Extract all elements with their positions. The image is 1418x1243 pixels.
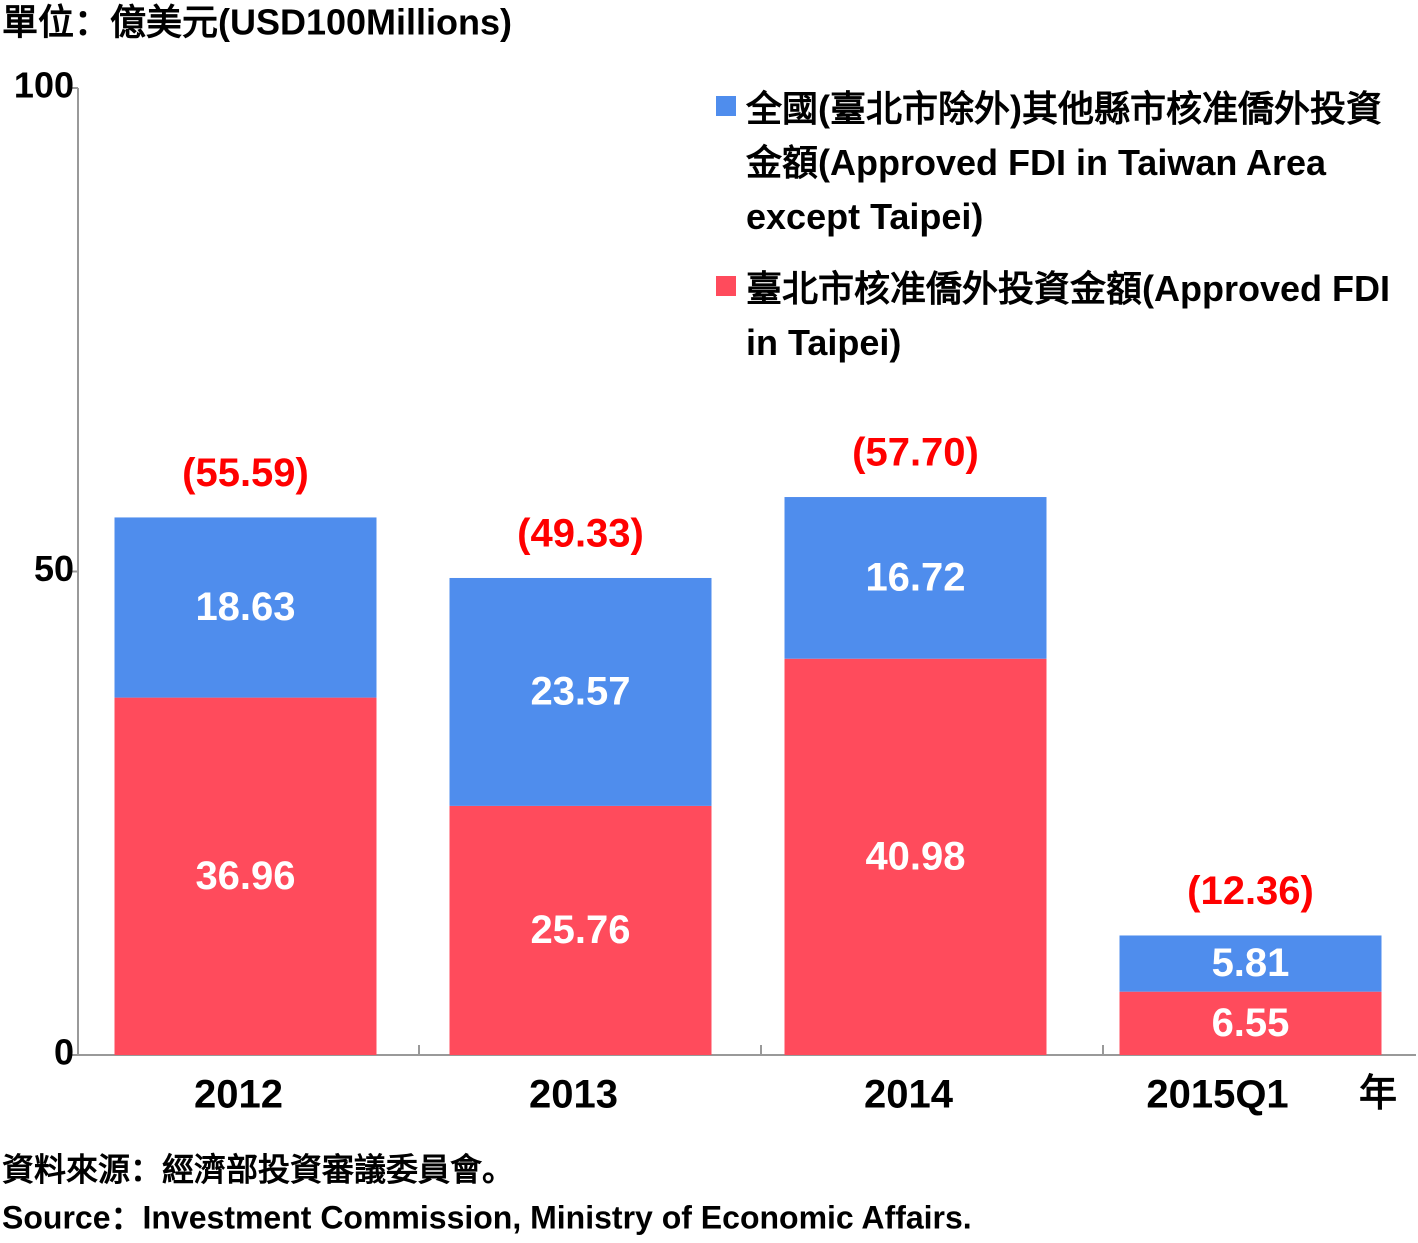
data-label: 40.98	[865, 834, 965, 878]
total-label: (57.70)	[852, 431, 979, 475]
total-label: (55.59)	[182, 451, 309, 495]
bar-segment	[114, 517, 377, 698]
data-label: 6.55	[1212, 1001, 1290, 1045]
bar-segment	[1119, 991, 1382, 1055]
legend-label: 全國(臺北市除外)其他縣市核准僑外投資金額(Approved FDI in Ta…	[746, 88, 1382, 237]
y-tick-label: 0	[54, 1032, 74, 1073]
bar-segment	[784, 658, 1047, 1055]
data-label: 23.57	[530, 670, 630, 714]
total-label: (49.33)	[517, 512, 644, 556]
bar-segment	[449, 577, 712, 806]
bar-segment	[114, 697, 377, 1055]
bar-segment	[449, 805, 712, 1055]
x-tick-label: 2013	[529, 1073, 618, 1117]
y-axis-label: 單位：億美元(USD100Millions)	[2, 2, 512, 43]
y-tick-label: 50	[34, 548, 74, 589]
data-label: 36.96	[195, 854, 295, 898]
data-label: 18.63	[195, 585, 295, 629]
y-tick-label: 100	[14, 65, 74, 106]
bar-segment	[1119, 935, 1382, 992]
x-tick-label: 2015Q1	[1146, 1073, 1288, 1117]
data-label: 5.81	[1212, 941, 1290, 985]
x-tick-label: 2014	[864, 1073, 954, 1117]
data-label: 25.76	[530, 908, 630, 952]
x-axis-label: 年	[1359, 1073, 1397, 1115]
total-label: (12.36)	[1187, 869, 1314, 913]
source-note: Source：Investment Commission, Ministry o…	[2, 1199, 972, 1235]
legend-label: 臺北市核准僑外投資金額(Approved FDI in Taipei)	[746, 268, 1390, 363]
bar-segment	[784, 497, 1047, 659]
legend-swatch	[716, 276, 736, 296]
x-tick-label: 2012	[194, 1073, 283, 1117]
legend-swatch	[716, 96, 736, 116]
source-note: 資料來源：經濟部投資審議委員會。	[2, 1151, 514, 1187]
data-label: 16.72	[865, 555, 965, 599]
